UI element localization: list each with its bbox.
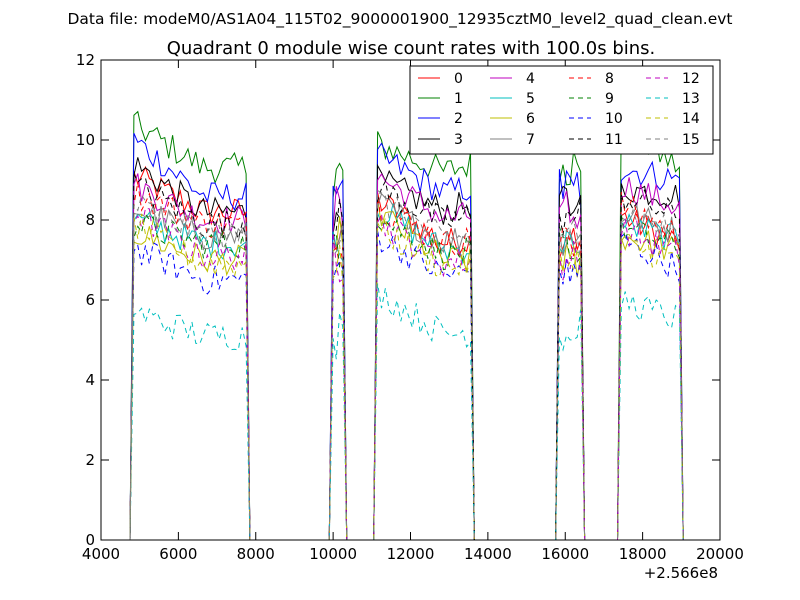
figure-suptitle: Data file: modeM0/AS1A04_115T02_90000019… <box>67 10 732 29</box>
legend-label-9: 9 <box>605 91 614 107</box>
series-line-9 <box>129 213 701 540</box>
chart-title: Quadrant 0 module wise count rates with … <box>167 38 656 59</box>
y-tick-label: 8 <box>85 211 95 229</box>
legend-label-3: 3 <box>454 132 463 148</box>
legend-label-6: 6 <box>526 111 535 127</box>
y-tick-label: 2 <box>85 451 95 469</box>
legend-label-14: 14 <box>682 111 700 127</box>
x-tick-label: 18000 <box>619 545 667 563</box>
plot-area: 4000 6000 8000 10000 12000 14000 16000 18000 200… <box>76 51 744 563</box>
ticks-layer: 4000 6000 8000 10000 12000 14000 16000 18000 200… <box>76 51 744 563</box>
plot-frame <box>100 59 721 541</box>
x-tick-label: 20000 <box>696 545 744 563</box>
series-line-3 <box>129 157 701 540</box>
y-tick-label: 12 <box>76 51 95 69</box>
y-tick-label: 10 <box>76 131 95 149</box>
series-line-15 <box>129 189 701 540</box>
legend-box <box>409 65 714 155</box>
x-tick-label: 10000 <box>309 545 357 563</box>
legend-label-13: 13 <box>682 91 700 107</box>
series-line-14 <box>129 213 701 540</box>
series-line-5 <box>129 203 701 540</box>
x-tick-label: 12000 <box>387 545 435 563</box>
legend-label-5: 5 <box>526 91 535 107</box>
legend-label-7: 7 <box>526 132 535 148</box>
legend-label-8: 8 <box>605 71 614 87</box>
legend-label-1: 1 <box>454 91 463 107</box>
legend-label-2: 2 <box>454 111 463 127</box>
series-line-8 <box>129 182 701 540</box>
legend-label-12: 12 <box>682 71 700 87</box>
y-tick-label: 4 <box>85 371 95 389</box>
x-tick-label: 14000 <box>464 545 512 563</box>
series-line-10 <box>129 230 701 540</box>
legend-label-11: 11 <box>605 132 623 148</box>
y-tick-label: 0 <box>85 531 95 549</box>
x-tick-label: 6000 <box>159 545 197 563</box>
series-line-13 <box>129 283 701 540</box>
y-tick-label: 6 <box>85 291 95 309</box>
series-layer <box>129 110 701 540</box>
series-line-2 <box>129 133 701 540</box>
x-tick-label: 4000 <box>82 545 120 563</box>
legend-label-0: 0 <box>454 71 463 87</box>
x-tick-label: 8000 <box>237 545 275 563</box>
x-tick-label: 16000 <box>541 545 589 563</box>
legend-label-4: 4 <box>526 71 535 87</box>
series-line-7 <box>129 192 701 540</box>
legend-label-10: 10 <box>605 111 623 127</box>
series-line-4 <box>129 173 701 540</box>
legend-label-15: 15 <box>682 132 700 148</box>
series-line-6 <box>129 198 701 540</box>
series-line-11 <box>129 173 701 540</box>
x-offset-label: +2.566e8 <box>644 564 718 582</box>
